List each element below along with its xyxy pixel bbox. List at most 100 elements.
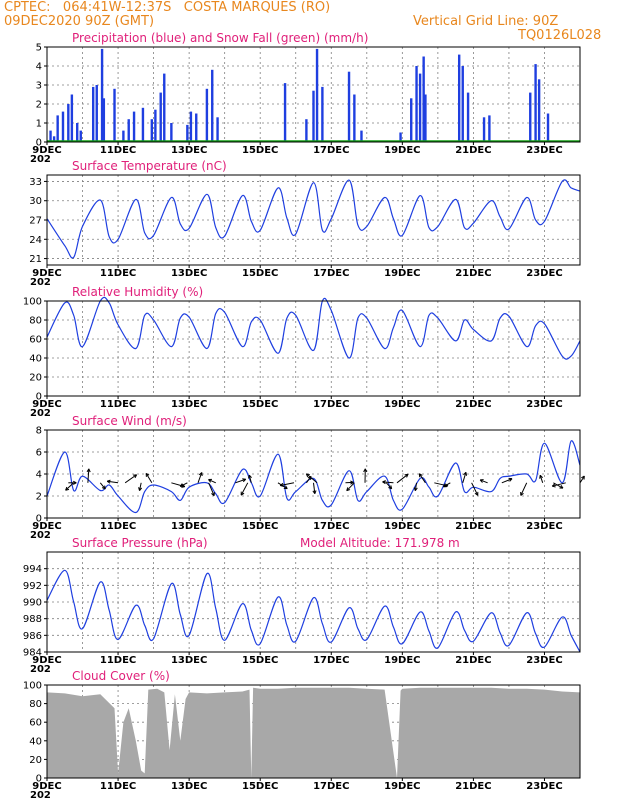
panel-4-wind-vector xyxy=(418,473,426,484)
panel-2-xtick-label: 17DEC xyxy=(313,268,349,279)
panel-4-wind-arrowhead xyxy=(198,472,203,476)
panel-6-frame xyxy=(46,684,581,779)
panel-1-ytick-label: 3 xyxy=(36,81,42,92)
panel-4-wind-vector xyxy=(443,482,451,488)
panel-1-precip-bar xyxy=(321,86,324,142)
panel-4-wind-vector xyxy=(396,473,409,484)
panel-4-xtick-label: 21DEC xyxy=(455,521,491,532)
panel-4-wind-arrowhead xyxy=(463,471,468,476)
panel-4-wind-vector xyxy=(87,468,90,483)
panel-5-ytick-label: 988 xyxy=(23,614,42,625)
panel-4-wind-arrowhead xyxy=(208,478,212,483)
panel-4-wind-arrowhead xyxy=(479,479,484,483)
panel-1-precip-bar xyxy=(76,123,79,142)
panel-3-xtick-label: 11DEC xyxy=(100,399,136,410)
panel-2-title: Surface Temperature (nC) xyxy=(72,159,227,173)
panel-4-wind-vector xyxy=(382,481,394,484)
panel-3-xtick-label: 21DEC xyxy=(455,399,491,410)
panel-4-wind-vector xyxy=(462,472,467,483)
panel-1-precip-bar xyxy=(211,69,214,142)
panel-3-ytick-label: 0 xyxy=(36,392,42,403)
panel-1-precip-bar xyxy=(150,119,154,142)
panel-1-precip-bar xyxy=(534,64,537,142)
panel-4-title: Surface Wind (m/s) xyxy=(72,414,187,428)
panel-1-precip-bar xyxy=(189,111,193,142)
panel-1-precip-bar xyxy=(461,66,464,142)
panel-4-xtick-label: 11DEC xyxy=(100,521,136,532)
panel-4-wind-vector xyxy=(124,474,137,484)
panel-1-precip-bar xyxy=(154,109,157,142)
panel-1-xtick-label: 17DEC xyxy=(313,145,349,156)
panel-2-xtick-label: 23DEC xyxy=(526,268,562,279)
panel-1-xtick-label: 13DEC xyxy=(171,145,207,156)
panel-1-precip-bar xyxy=(546,113,550,142)
panel-1-precip-bar xyxy=(127,119,130,142)
panel-1-precip-bar xyxy=(67,104,70,142)
panel-5-xtick-label: 19DEC xyxy=(384,655,420,666)
panel-4-wind-arrowhead xyxy=(442,483,447,488)
panel-4-wind-arrowhead xyxy=(86,468,91,473)
panel-4-wind-arrowhead xyxy=(346,487,351,492)
panel-4-wind-vector xyxy=(552,482,566,487)
panel-4-wind-vector xyxy=(240,482,249,496)
panel-4-wind-arrowhead xyxy=(551,483,556,488)
panel-1-precip-bar xyxy=(163,73,166,142)
panel-4-wind-vector xyxy=(248,474,252,483)
panel-1-ytick-label: 4 xyxy=(36,62,42,73)
panel-1-precip-bar xyxy=(70,94,74,142)
panel-1-ytick-label: 0 xyxy=(36,138,42,149)
panel-4-wind-arrowhead xyxy=(106,479,111,484)
panel-1-precip-bar xyxy=(410,98,413,142)
panel-4-wind-vector xyxy=(414,482,418,491)
panel-4-wind-vector xyxy=(306,473,318,484)
panel-5-series-line xyxy=(46,569,581,653)
panel-6-xtick-label: 9DEC xyxy=(32,781,61,792)
panel-1-precip-bar xyxy=(186,124,189,142)
panel-5-xtick-label: 11DEC xyxy=(100,655,136,666)
panel-4-wind-vector xyxy=(107,480,119,484)
panel-4-xtick-label: 17DEC xyxy=(313,521,349,532)
panel-2-ytick-label: 27 xyxy=(29,216,42,227)
panel-1-frame xyxy=(46,46,581,143)
panel-4-wind-arrowhead xyxy=(305,473,310,478)
panel-6-title: Cloud Cover (%) xyxy=(72,669,170,683)
panel-1-xtick-label: 19DEC xyxy=(384,145,420,156)
panel-4-wind-arrowhead xyxy=(382,480,386,485)
panel-5-year-label: 202 xyxy=(30,664,51,675)
panel-4-wind-arrowhead xyxy=(418,473,423,478)
panel-5-xtick-label: 23DEC xyxy=(526,655,562,666)
panel-4-wind-vector xyxy=(99,482,106,490)
panel-4-wind-arrowhead xyxy=(413,487,418,491)
panel-6-xtick-label: 23DEC xyxy=(526,781,562,792)
panel-3-series-line xyxy=(46,296,581,360)
panel-4-wind-arrowhead xyxy=(581,475,585,480)
panel-4-wind-vector xyxy=(553,482,564,489)
panel-3-title: Relative Humidity (%) xyxy=(72,285,203,299)
panel-6-year-label: 202 xyxy=(30,790,51,800)
panel-6-ytick-label: 100 xyxy=(23,681,42,692)
panel-1-precip-bar xyxy=(122,130,125,142)
panel-1-precip-bar xyxy=(216,117,219,142)
panel-1-precip-bar xyxy=(52,136,56,142)
panel-4-wind-arrowhead xyxy=(559,484,564,489)
panel-1-precip-bar xyxy=(315,48,319,142)
panel-4-wind-vector xyxy=(197,472,203,483)
panel-4-xtick-label: 9DEC xyxy=(32,521,61,532)
panel-3-year-label: 202 xyxy=(30,408,51,419)
panel-1-precip-bar xyxy=(49,130,52,142)
panel-1-precip-bar xyxy=(113,88,116,142)
panel-1-precip-bar xyxy=(205,88,209,142)
panel-2-year-label: 202 xyxy=(30,277,51,288)
panel-1-precip-bar xyxy=(482,117,486,142)
panel-6-ytick-label: 40 xyxy=(29,736,42,747)
panel-6-xtick-label: 17DEC xyxy=(313,781,349,792)
panel-2-xtick-label: 21DEC xyxy=(455,268,491,279)
panel-3-ytick-label: 40 xyxy=(29,354,42,365)
panel-4-xtick-label: 15DEC xyxy=(242,521,278,532)
panel-1-title: Precipitation (blue) and Snow Fall (gree… xyxy=(72,31,368,45)
panel-2-xtick-label: 13DEC xyxy=(171,268,207,279)
panel-2-xtick-label: 11DEC xyxy=(100,268,136,279)
panel-1-xtick-label: 15DEC xyxy=(242,145,278,156)
panel-2-ytick-label: 21 xyxy=(29,254,42,265)
panel-4-ytick-label: 4 xyxy=(36,470,42,481)
